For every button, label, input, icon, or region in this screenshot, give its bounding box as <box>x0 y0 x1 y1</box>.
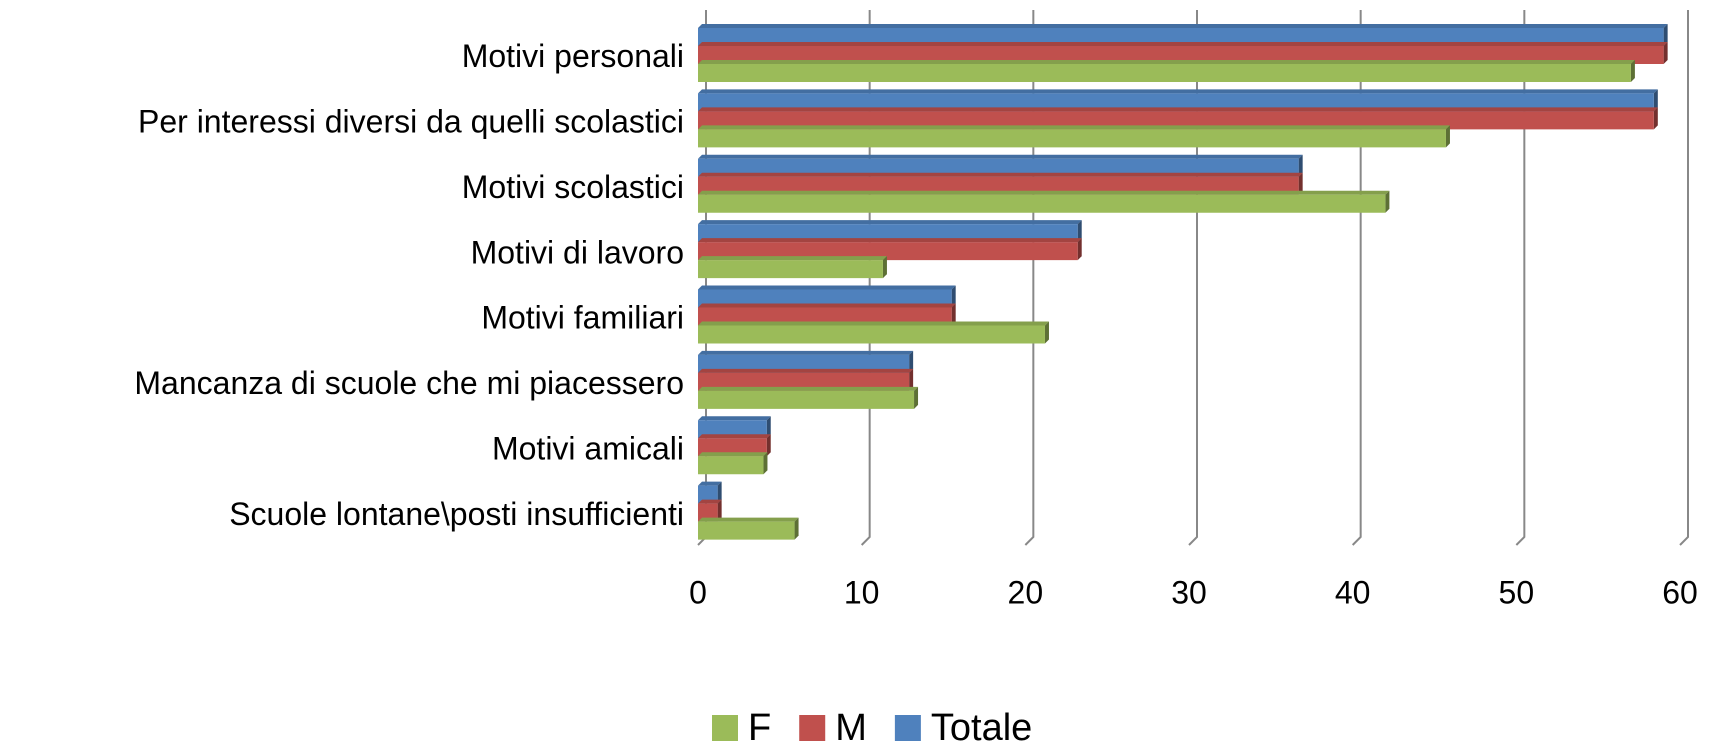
bar-top <box>698 285 956 290</box>
bar-side <box>717 481 722 504</box>
bar <box>698 503 718 522</box>
bar-top <box>698 350 914 355</box>
bar-side <box>1077 220 1082 243</box>
bar <box>698 129 1446 148</box>
bar <box>698 260 883 279</box>
y-tick-label: Motivi familiari <box>481 300 684 336</box>
bar-side <box>909 350 914 373</box>
x-tick-label: 10 <box>844 574 880 610</box>
bar-top <box>698 24 1668 28</box>
bar <box>698 372 910 391</box>
bar-side <box>763 452 768 475</box>
bar-top <box>698 154 1303 159</box>
bar-top <box>698 256 887 261</box>
y-tick-label: Mancanza di scuole che mi piacessero <box>134 365 684 401</box>
bar <box>698 242 1078 261</box>
y-tick-label: Motivi personali <box>462 38 684 74</box>
bar-side <box>1385 190 1390 213</box>
bar-side <box>951 285 956 308</box>
bar-top <box>698 42 1668 46</box>
legend-swatch <box>894 715 921 741</box>
grid-line <box>1515 10 1526 546</box>
bar-top <box>698 172 1303 177</box>
bar <box>698 289 952 308</box>
bar-top <box>698 321 1049 326</box>
bar-top <box>698 60 1635 64</box>
bar-side <box>766 416 771 439</box>
bar <box>698 438 767 457</box>
bar <box>698 111 1654 130</box>
bar-side <box>766 434 771 457</box>
bar <box>698 28 1664 46</box>
x-tick-label: 50 <box>1499 574 1535 610</box>
bar-top <box>698 220 1082 225</box>
bar-side <box>1653 89 1658 112</box>
x-tick-label: 0 <box>689 574 707 610</box>
bar-top <box>698 499 722 504</box>
bar-side <box>914 386 919 409</box>
bar-side <box>1077 238 1082 261</box>
bar-side <box>1044 321 1049 344</box>
bar-top <box>698 517 799 522</box>
bar-top <box>698 386 919 391</box>
bar-top <box>698 416 771 421</box>
bar <box>698 64 1631 82</box>
bar-side <box>1298 172 1303 195</box>
bar-side <box>951 303 956 326</box>
y-tick-label: Scuole lontane\posti insufficienti <box>229 496 684 532</box>
bar-side <box>1445 125 1450 148</box>
grid-line <box>1351 10 1362 546</box>
bar-top <box>698 452 768 457</box>
grid-line <box>1679 10 1689 546</box>
bar <box>698 420 767 439</box>
bar-top <box>698 190 1390 195</box>
bar-side <box>882 256 887 279</box>
bar-top <box>698 434 771 439</box>
bar <box>698 158 1299 177</box>
bar <box>698 354 910 373</box>
bar-side <box>1663 42 1668 64</box>
bar-side <box>1663 24 1668 46</box>
bar <box>698 325 1045 344</box>
bar <box>698 176 1299 195</box>
x-tick-label: 60 <box>1662 574 1698 610</box>
bar <box>698 224 1078 243</box>
bar-top <box>698 107 1658 112</box>
legend-label: F <box>748 707 771 747</box>
legend-swatch <box>712 715 738 741</box>
bar-top <box>698 89 1658 94</box>
bar <box>698 390 915 409</box>
bar-top <box>698 303 956 308</box>
bar-side <box>1298 154 1303 177</box>
legend-label: M <box>835 707 867 747</box>
bar <box>698 521 795 540</box>
y-tick-label: Motivi scolastici <box>462 169 684 205</box>
bar <box>698 307 952 326</box>
bar-side <box>1630 60 1635 82</box>
bar-top <box>698 238 1082 243</box>
bar <box>698 485 718 504</box>
x-tick-label: 40 <box>1335 574 1371 610</box>
bar <box>698 194 1386 213</box>
legend-label: Totale <box>931 707 1032 747</box>
legend-swatch <box>799 715 826 741</box>
bar-top <box>698 368 914 373</box>
bar-side <box>909 368 914 391</box>
bar-side <box>717 499 722 522</box>
bar-side <box>1653 107 1658 130</box>
y-tick-label: Motivi amicali <box>492 430 684 466</box>
x-tick-label: 30 <box>1171 574 1207 610</box>
bar-top <box>698 481 722 486</box>
x-tick-label: 20 <box>1008 574 1044 610</box>
bar <box>698 456 764 475</box>
bar-side <box>794 517 799 540</box>
y-tick-label: Motivi di lavoro <box>471 234 684 270</box>
bar <box>698 93 1654 112</box>
y-tick-label: Per interessi diversi da quelli scolasti… <box>138 104 684 140</box>
bar <box>698 46 1664 64</box>
bar-top <box>698 125 1450 130</box>
